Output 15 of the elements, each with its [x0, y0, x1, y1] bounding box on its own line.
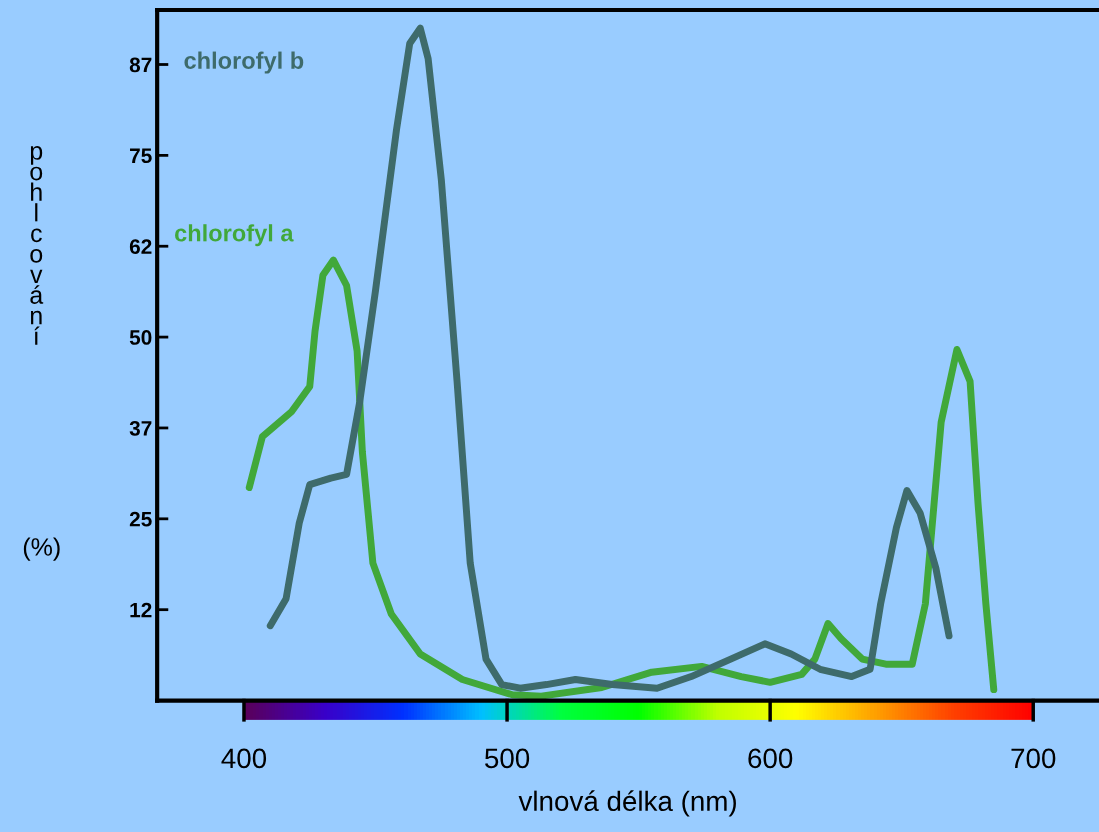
- x-axis-title: vlnová délka (nm): [518, 790, 736, 817]
- y-tick-label: 62: [129, 239, 152, 254]
- y-tick-label: 37: [129, 420, 152, 436]
- y-tick-label: 50: [129, 330, 152, 345]
- series-label: chlorofyl a: [175, 224, 294, 247]
- text: chlorofyl b: [184, 51, 304, 74]
- x-tick-label: 500: [485, 748, 530, 769]
- x-tick-label: 400: [221, 748, 267, 769]
- y-tick-label: 75: [130, 148, 152, 164]
- y-tick-label: 12: [130, 602, 152, 618]
- x-tick-label: 600: [748, 748, 793, 769]
- y-tick-label: 25: [129, 511, 152, 527]
- y-tick-label: 87: [129, 57, 152, 73]
- x-tick-label: 700: [1011, 748, 1056, 769]
- text: pohlcování (%): [23, 146, 60, 561]
